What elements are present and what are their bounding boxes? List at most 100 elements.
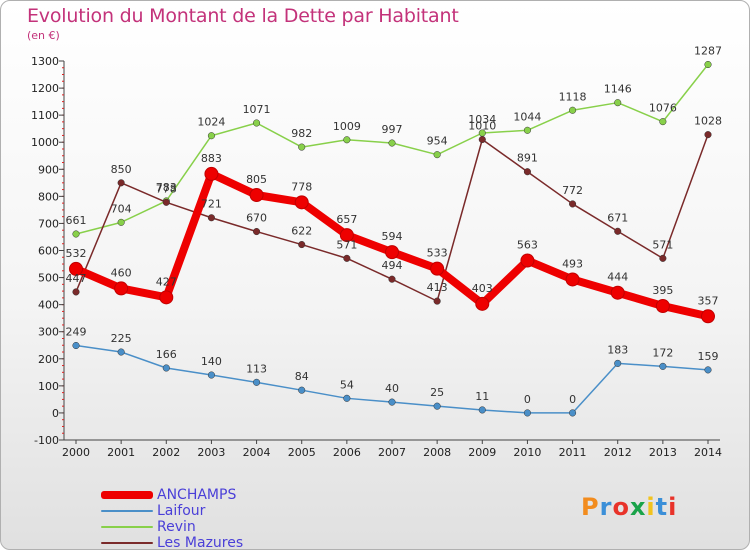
data-label-laifour: 166 bbox=[156, 348, 177, 361]
data-label-laifour: 172 bbox=[652, 346, 673, 359]
y-tick-label: 400 bbox=[38, 299, 59, 312]
data-point-anchamps bbox=[339, 228, 354, 243]
data-label-revin: 1287 bbox=[694, 45, 722, 58]
data-point-les-mazures bbox=[704, 131, 712, 139]
data-label-revin: 1118 bbox=[559, 90, 587, 103]
data-point-laifour bbox=[117, 348, 125, 356]
data-label-les-mazures: 1028 bbox=[694, 115, 722, 128]
logo-letter: o bbox=[612, 493, 630, 521]
data-label-laifour: 113 bbox=[246, 362, 267, 375]
data-label-les-mazures: 778 bbox=[156, 182, 177, 195]
logo-letter: i bbox=[646, 493, 656, 521]
legend-label-laifour: Laifour bbox=[157, 503, 206, 519]
x-tick-label: 2008 bbox=[423, 446, 451, 459]
data-point-laifour bbox=[614, 359, 622, 367]
x-tick-label: 2011 bbox=[559, 446, 587, 459]
legend-swatch-les-mazures bbox=[101, 542, 153, 544]
logo-letter: P bbox=[581, 493, 600, 521]
legend-swatch-revin bbox=[101, 526, 153, 528]
data-label-les-mazures: 1010 bbox=[468, 120, 496, 133]
x-tick-label: 2003 bbox=[197, 446, 225, 459]
data-point-les-mazures bbox=[659, 254, 667, 262]
data-label-revin: 1044 bbox=[513, 110, 541, 123]
data-point-laifour bbox=[343, 394, 351, 402]
x-tick-label: 2010 bbox=[513, 446, 541, 459]
data-label-anchamps: 778 bbox=[291, 180, 312, 193]
data-point-anchamps bbox=[430, 261, 445, 276]
y-tick-label: 1000 bbox=[31, 136, 59, 149]
x-tick-label: 2013 bbox=[649, 446, 677, 459]
data-point-laifour bbox=[659, 362, 667, 370]
data-point-revin bbox=[253, 119, 261, 127]
data-point-revin bbox=[298, 143, 306, 151]
data-label-anchamps: 357 bbox=[698, 294, 719, 307]
data-point-revin bbox=[704, 60, 712, 69]
y-tick-label: 600 bbox=[38, 245, 59, 258]
data-label-revin: 783 bbox=[156, 181, 177, 194]
data-point-revin bbox=[659, 118, 667, 126]
data-point-laifour bbox=[388, 398, 396, 406]
data-point-laifour bbox=[253, 378, 261, 386]
data-label-laifour: 40 bbox=[385, 382, 399, 395]
data-label-laifour: 11 bbox=[475, 390, 489, 403]
data-point-anchamps bbox=[294, 195, 309, 210]
chart-data-labels: 249 225 166 140 113 84 54 40 25 11 0 0 183 172 159 661 7… bbox=[66, 45, 723, 406]
data-label-anchamps: 657 bbox=[336, 213, 357, 226]
data-label-revin: 954 bbox=[427, 135, 448, 148]
data-label-anchamps: 883 bbox=[201, 152, 222, 165]
y-tick-label: 300 bbox=[38, 326, 59, 339]
data-label-revin: 1024 bbox=[197, 116, 225, 129]
data-point-laifour bbox=[569, 409, 577, 417]
data-label-laifour: 0 bbox=[524, 393, 531, 406]
data-label-revin: 1071 bbox=[243, 103, 271, 116]
data-point-anchamps bbox=[385, 245, 399, 260]
x-tick-label: 2007 bbox=[378, 446, 406, 459]
data-label-laifour: 140 bbox=[201, 355, 222, 368]
data-point-revin bbox=[388, 139, 396, 147]
data-label-revin: 661 bbox=[66, 214, 87, 227]
x-tick-label: 2006 bbox=[333, 446, 361, 459]
chart-axes: -100010020030040050060070080090010001100… bbox=[31, 55, 722, 459]
data-label-les-mazures: 571 bbox=[336, 238, 357, 251]
data-point-revin bbox=[72, 230, 80, 238]
y-tick-label: 1200 bbox=[31, 82, 59, 95]
data-point-les-mazures bbox=[388, 275, 396, 283]
data-label-les-mazures: 772 bbox=[562, 184, 583, 197]
data-label-anchamps: 563 bbox=[517, 239, 538, 252]
data-point-laifour bbox=[704, 366, 712, 374]
data-label-revin: 982 bbox=[291, 127, 312, 140]
data-label-les-mazures: 571 bbox=[652, 238, 673, 251]
y-tick-label: 1100 bbox=[31, 109, 59, 122]
legend-label-revin: Revin bbox=[157, 519, 196, 535]
data-point-anchamps bbox=[204, 166, 219, 181]
legend-label-les-mazures: Les Mazures bbox=[157, 535, 244, 550]
data-label-anchamps: 395 bbox=[652, 284, 673, 297]
data-point-anchamps bbox=[565, 272, 580, 287]
x-tick-label: 2004 bbox=[243, 446, 271, 459]
data-point-anchamps bbox=[114, 281, 129, 296]
logo-letter: t bbox=[655, 493, 669, 521]
y-tick-label: 1300 bbox=[31, 55, 59, 68]
data-label-les-mazures: 891 bbox=[517, 152, 538, 165]
y-tick-label: 100 bbox=[38, 380, 59, 393]
x-tick-label: 2001 bbox=[107, 446, 135, 459]
data-point-anchamps bbox=[610, 285, 625, 300]
legend-swatch-anchamps bbox=[101, 491, 153, 499]
y-tick-label: 200 bbox=[38, 353, 59, 366]
x-tick-label: 2012 bbox=[604, 446, 632, 459]
y-tick-label: 900 bbox=[38, 163, 59, 176]
chart-series-lines bbox=[69, 60, 715, 417]
data-label-revin: 1009 bbox=[333, 120, 361, 133]
data-point-revin bbox=[343, 136, 351, 144]
x-tick-label: 2014 bbox=[694, 446, 722, 459]
data-label-anchamps: 444 bbox=[607, 271, 628, 284]
data-point-laifour bbox=[478, 406, 486, 414]
x-tick-label: 2009 bbox=[468, 446, 496, 459]
data-point-les-mazures bbox=[569, 200, 577, 208]
proxiti-logo: Proxiti bbox=[581, 493, 677, 521]
data-point-les-mazures bbox=[72, 288, 80, 296]
data-label-les-mazures: 622 bbox=[291, 225, 312, 238]
data-label-les-mazures: 413 bbox=[427, 281, 448, 294]
